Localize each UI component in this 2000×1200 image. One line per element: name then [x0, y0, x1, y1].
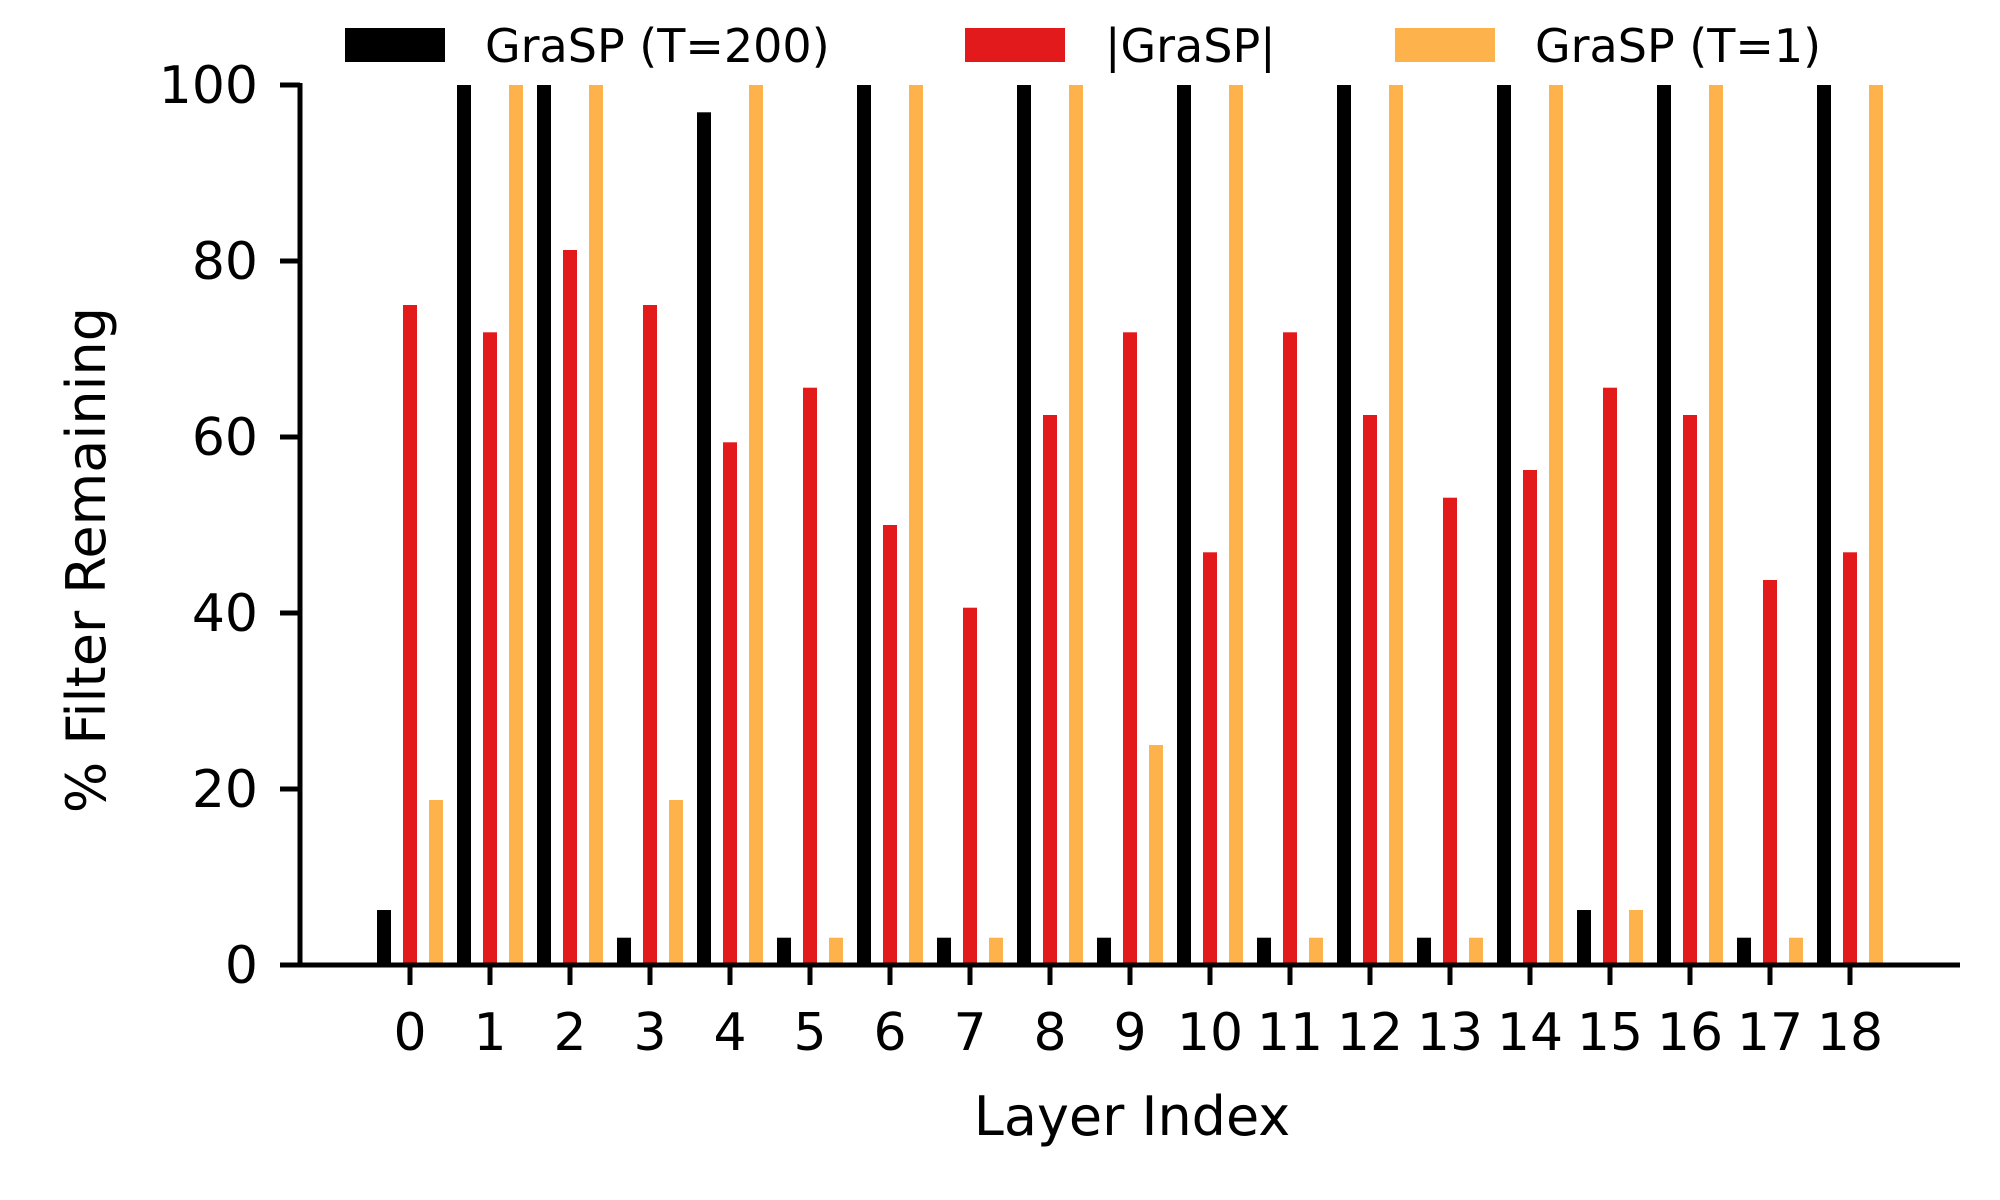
legend-swatch-grasp-t200	[345, 28, 445, 62]
bar-grasp-t-1-layer-1	[509, 85, 523, 965]
bar-grasp-t-200-layer-13	[1417, 937, 1431, 965]
bar-grasp-t-1-layer-6	[909, 85, 923, 965]
legend-label-grasp-t1: GraSP (T=1)	[1535, 19, 1821, 73]
legend-swatch-grasp-t1	[1395, 28, 1495, 62]
x-tick-label-5: 5	[793, 1003, 826, 1063]
bar-grasp-t-200-layer-7	[937, 937, 951, 965]
bar-grasp-t-200-layer-0	[377, 910, 391, 965]
x-tick-label-4: 4	[713, 1003, 746, 1063]
bar-grasp-t-1-layer-0	[429, 800, 443, 965]
bar-grasp-layer-18	[1843, 552, 1857, 965]
bar-grasp-layer-13	[1443, 497, 1457, 965]
x-tick-label-6: 6	[873, 1003, 906, 1063]
bar-grasp-layer-6	[883, 525, 897, 965]
bar-grasp-t-1-layer-11	[1309, 937, 1323, 965]
x-tick-label-1: 1	[473, 1003, 506, 1063]
bar-grasp-t-1-layer-4	[749, 85, 763, 965]
x-tick-label-14: 14	[1497, 1003, 1563, 1063]
x-tick-label-16: 16	[1657, 1003, 1723, 1063]
x-axis-label: Layer Index	[974, 1085, 1290, 1148]
bar-grasp-t-200-layer-5	[777, 937, 791, 965]
bar-grasp-layer-7	[963, 607, 977, 965]
bar-grasp-t-1-layer-15	[1629, 910, 1643, 965]
bar-grasp-t-1-layer-5	[829, 937, 843, 965]
bar-grasp-t-200-layer-6	[857, 85, 871, 965]
legend: GraSP (T=200) |GraSP| GraSP (T=1)	[345, 19, 1821, 74]
x-tick-label-17: 17	[1737, 1003, 1803, 1063]
bar-grasp-layer-2	[563, 250, 577, 965]
bar-grasp-t-200-layer-14	[1497, 85, 1511, 965]
bar-grasp-t-1-layer-10	[1229, 85, 1243, 965]
x-tick-label-7: 7	[953, 1003, 986, 1063]
bar-grasp-t-200-layer-3	[617, 937, 631, 965]
bar-grasp-layer-12	[1363, 415, 1377, 965]
x-tick-label-13: 13	[1417, 1003, 1483, 1063]
bar-grasp-layer-10	[1203, 552, 1217, 965]
y-axis-label: % Filter Remaining	[55, 307, 118, 813]
bar-grasp-layer-11	[1283, 332, 1297, 965]
bar-grasp-t-1-layer-9	[1149, 745, 1163, 965]
bar-grasp-layer-8	[1043, 415, 1057, 965]
x-tick-label-10: 10	[1177, 1003, 1243, 1063]
y-tick-label-40: 40	[192, 584, 258, 644]
legend-label-grasp-t200: GraSP (T=200)	[485, 19, 830, 73]
bar-grasp-t-1-layer-18	[1869, 85, 1883, 965]
legend-swatch-abs-grasp	[965, 28, 1065, 62]
bar-grasp-t-1-layer-2	[589, 85, 603, 965]
bar-grasp-t-200-layer-18	[1817, 85, 1831, 965]
x-tick-label-15: 15	[1577, 1003, 1643, 1063]
x-tick-label-11: 11	[1257, 1003, 1323, 1063]
bar-grasp-t-200-layer-17	[1737, 937, 1751, 965]
bar-grasp-layer-16	[1683, 415, 1697, 965]
bar-grasp-layer-14	[1523, 470, 1537, 965]
bar-grasp-t-200-layer-15	[1577, 910, 1591, 965]
x-tick-label-18: 18	[1817, 1003, 1883, 1063]
bar-grasp-t-1-layer-16	[1709, 85, 1723, 965]
bar-grasp-layer-3	[643, 305, 657, 965]
bar-grasp-t-200-layer-10	[1177, 85, 1191, 965]
bar-grasp-t-200-layer-4	[697, 112, 711, 966]
bar-grasp-t-1-layer-3	[669, 800, 683, 965]
x-tick-label-9: 9	[1113, 1003, 1146, 1063]
x-tick-label-2: 2	[553, 1003, 586, 1063]
bar-grasp-layer-17	[1763, 580, 1777, 965]
y-tick-label-100: 100	[159, 56, 258, 116]
bar-grasp-t-200-layer-11	[1257, 937, 1271, 965]
bar-grasp-t-1-layer-7	[989, 937, 1003, 965]
bar-grasp-layer-1	[483, 332, 497, 965]
bar-grasp-t-200-layer-8	[1017, 85, 1031, 965]
bar-grasp-t-1-layer-13	[1469, 937, 1483, 965]
bar-grasp-t-1-layer-17	[1789, 937, 1803, 965]
x-tick-label-8: 8	[1033, 1003, 1066, 1063]
bar-grasp-t-200-layer-16	[1657, 85, 1671, 965]
x-tick-label-3: 3	[633, 1003, 666, 1063]
bar-grasp-t-1-layer-14	[1549, 85, 1563, 965]
x-tick-label-0: 0	[393, 1003, 426, 1063]
x-tick-label-12: 12	[1337, 1003, 1403, 1063]
bar-grasp-t-200-layer-12	[1337, 85, 1351, 965]
bar-grasp-t-1-layer-8	[1069, 85, 1083, 965]
bar-grasp-t-200-layer-1	[457, 85, 471, 965]
bar-grasp-layer-4	[723, 442, 737, 965]
bar-grasp-layer-0	[403, 305, 417, 965]
bar-grasp-layer-15	[1603, 387, 1617, 965]
legend-label-abs-grasp: |GraSP|	[1105, 19, 1276, 74]
bar-grasp-t-1-layer-12	[1389, 85, 1403, 965]
bars-group	[377, 85, 1883, 966]
y-tick-label-20: 20	[192, 760, 258, 820]
bar-grasp-layer-9	[1123, 332, 1137, 965]
y-tick-label-60: 60	[192, 408, 258, 468]
bar-grasp-t-200-layer-9	[1097, 937, 1111, 965]
y-tick-label-0: 0	[225, 936, 258, 996]
bar-grasp-t-200-layer-2	[537, 85, 551, 965]
y-tick-label-80: 80	[192, 232, 258, 292]
bar-grasp-layer-5	[803, 387, 817, 965]
